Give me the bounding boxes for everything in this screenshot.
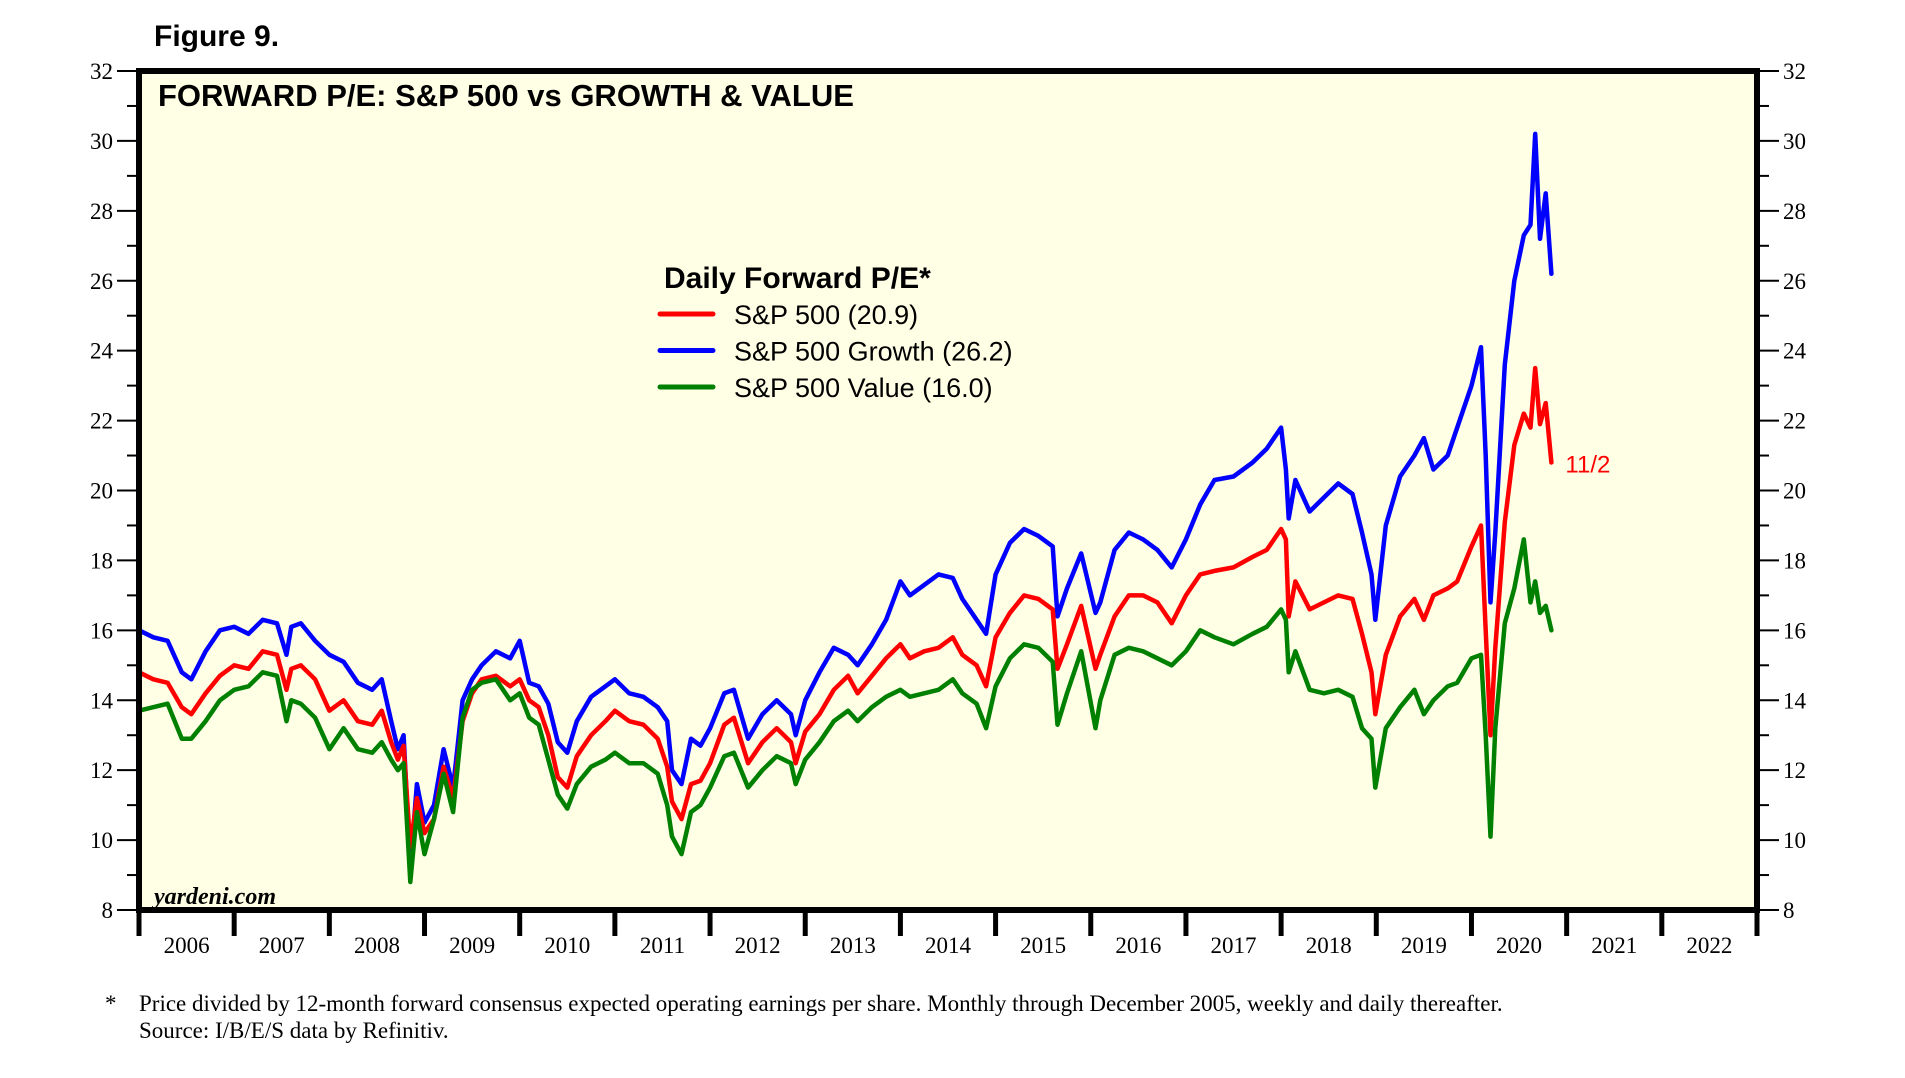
y-tick-label-right: 24 (1783, 339, 1807, 364)
y-tick-label-right: 12 (1783, 758, 1806, 783)
footnote-line-2: Source: I/B/E/S data by Refinitiv. (139, 1018, 449, 1043)
chart-title: FORWARD P/E: S&P 500 vs GROWTH & VALUE (158, 78, 854, 113)
legend-title: Daily Forward P/E* (664, 262, 931, 295)
y-tick-label-right: 10 (1783, 828, 1806, 853)
x-tick-label: 2020 (1496, 933, 1542, 958)
x-tick-label: 2014 (925, 933, 972, 958)
y-tick-label-left: 10 (90, 828, 113, 853)
legend: Daily Forward P/E* S&P 500 (20.9) S&P 500… (657, 262, 1013, 403)
series-line-s-p-500-value (136, 537, 1554, 885)
x-tick-label: 2010 (544, 933, 590, 958)
x-tick-label: 2008 (354, 933, 400, 958)
y-tick-label-left: 20 (90, 479, 113, 504)
y-tick-label-left: 22 (90, 409, 113, 434)
plot-background (139, 71, 1757, 910)
x-tick-label: 2012 (735, 933, 781, 958)
y-tick-label-right: 8 (1783, 898, 1795, 923)
x-tick-label: 2011 (640, 933, 685, 958)
y-tick-label-left: 32 (90, 59, 113, 84)
y-tick-label-right: 14 (1783, 688, 1807, 713)
y-tick-label-right: 30 (1783, 129, 1806, 154)
x-tick-label: 2009 (449, 933, 495, 958)
watermark: yardeni.com (151, 884, 276, 910)
y-tick-label-left: 8 (102, 898, 114, 923)
x-tick-label: 2013 (830, 933, 876, 958)
series-line-s-p-500-growth (136, 131, 1554, 871)
y-tick-label-right: 32 (1783, 59, 1806, 84)
footnote-line-1: Price divided by 12-month forward consen… (139, 991, 1503, 1016)
y-tick-label-right: 20 (1783, 479, 1806, 504)
footnote-marker: * (105, 991, 117, 1016)
y-tick-label-right: 16 (1783, 618, 1806, 643)
end-date-label: 11/2 (1565, 452, 1610, 479)
y-tick-label-left: 30 (90, 129, 113, 154)
x-tick-label: 2007 (259, 933, 305, 958)
y-tick-label-right: 28 (1783, 199, 1806, 224)
y-tick-label-left: 16 (90, 618, 113, 643)
x-tick-label: 2015 (1020, 933, 1066, 958)
x-tick-label: 2022 (1686, 933, 1732, 958)
y-tick-label-left: 28 (90, 199, 113, 224)
y-tick-label-left: 18 (90, 548, 113, 573)
x-tick-label: 2017 (1211, 933, 1257, 958)
x-tick-label: 2006 (164, 933, 210, 958)
legend-entry-label: S&P 500 (20.9) (734, 300, 918, 330)
x-tick-label: 2021 (1591, 933, 1637, 958)
x-tick-label: 2018 (1306, 933, 1352, 958)
y-tick-label-right: 18 (1783, 548, 1806, 573)
y-tick-label-left: 14 (90, 688, 114, 713)
x-tick-label: 2019 (1401, 933, 1447, 958)
series-layer (136, 131, 1554, 885)
y-tick-label-left: 12 (90, 758, 113, 783)
legend-entry-label: S&P 500 Value (16.0) (734, 373, 993, 403)
series-line-s-p-500 (136, 365, 1554, 850)
x-tick-label: 2016 (1115, 933, 1161, 958)
legend-entry-label: S&P 500 Growth (26.2) (734, 337, 1013, 367)
y-tick-label-right: 22 (1783, 409, 1806, 434)
footnote: * Price divided by 12-month forward conse… (105, 990, 1503, 1044)
y-tick-label-right: 26 (1783, 269, 1806, 294)
y-tick-label-left: 24 (90, 339, 114, 364)
y-tick-label-left: 26 (90, 269, 113, 294)
figure-label: Figure 9. (154, 20, 280, 53)
